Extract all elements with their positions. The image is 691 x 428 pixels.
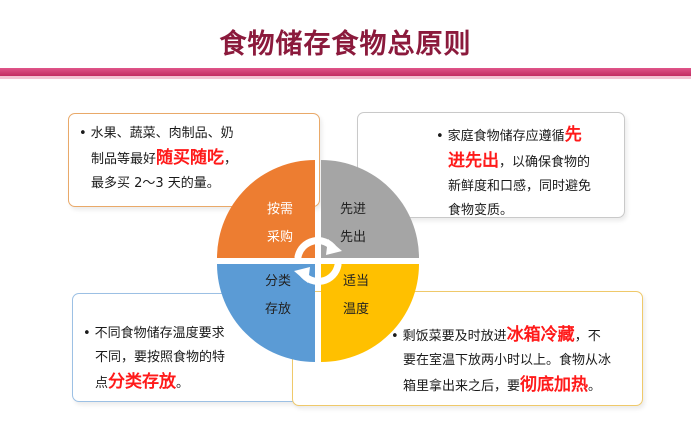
bullet-icon: •	[79, 126, 87, 141]
tip-line: • 剩饭菜要及时放进冰箱冷藏，不	[391, 323, 632, 349]
quadrant-top-left	[217, 160, 315, 258]
tip-text: 制品等最好	[91, 152, 157, 167]
tip-line: 最多买 2～3 天的量。	[79, 172, 309, 196]
bullet-icon: •	[391, 329, 399, 344]
tip-text: 。	[588, 379, 602, 394]
quadrant-label-fifo: 先进 先出	[333, 199, 373, 249]
tip-text: 家庭食物储存应遵循	[447, 129, 565, 144]
tip-highlight: 冰箱冷藏	[506, 325, 575, 345]
tip-line: 新鲜度和口感，同时避免	[436, 175, 614, 199]
tip-line: 制品等最好随买随吃，	[79, 146, 309, 172]
quadrant-text: 分类	[264, 274, 291, 289]
tip-line: 进先出，以确保食物的	[436, 149, 614, 175]
tip-text: 食物变质。	[448, 203, 514, 218]
quadrant-bottom-left	[217, 264, 315, 362]
tip-line: 不同，要按照食物的特	[83, 346, 293, 370]
tip-text: ，不	[574, 329, 601, 344]
tip-text: ，	[224, 152, 238, 167]
quadrant-bottom-right	[321, 264, 419, 362]
tip-line: 要在室温下放两小时以上。食物从冰	[391, 349, 632, 373]
tip-line: 箱里拿出来之后，要彻底加热。	[391, 373, 632, 399]
tip-text: 要在室温下放两小时以上。食物从冰	[403, 353, 612, 368]
tip-text: 新鲜度和口感，同时避免	[448, 179, 592, 194]
tip-line: • 家庭食物储存应遵循先	[436, 123, 614, 149]
quadrant-text: 按需	[266, 202, 293, 217]
tip-line: • 水果、蔬菜、肉制品、奶	[79, 122, 309, 146]
quadrant-label-classify: 分类 存放	[258, 271, 298, 321]
tip-text: 最多买 2～3 天的量。	[91, 176, 220, 191]
quadrant-top-right	[321, 160, 419, 258]
tip-line: 食物变质。	[436, 199, 614, 223]
tip-text: 不同食物储存温度要求	[94, 326, 225, 341]
tip-text: ，以确保食物的	[499, 155, 591, 170]
page-title: 食物储存食物总原则	[219, 29, 472, 60]
tip-line: • 不同食物储存温度要求	[83, 322, 293, 346]
title-divider	[0, 68, 691, 76]
bullet-icon: •	[83, 326, 91, 341]
quadrant-text: 采购	[266, 230, 293, 245]
tip-text: 。	[176, 376, 190, 391]
tip-box-fifo: • 家庭食物储存应遵循先 进先出，以确保食物的 新鲜度和口感，同时避免 食物变质。	[357, 112, 625, 218]
tip-text: 不同，要按照食物的特	[95, 350, 226, 365]
tip-highlight: 随买随吃	[156, 148, 225, 168]
quadrant-text: 适当	[342, 274, 369, 289]
tip-highlight: 彻底加热	[520, 375, 589, 395]
tip-line: 点分类存放。	[83, 370, 293, 396]
quadrant-text: 存放	[264, 302, 291, 317]
tip-highlight: 进先出	[448, 151, 499, 171]
tip-text: 点	[95, 376, 109, 391]
tip-text: 水果、蔬菜、肉制品、奶	[90, 126, 234, 141]
cycle-arrow-head-icon	[294, 267, 310, 283]
quadrant-label-purchase: 按需 采购	[260, 199, 300, 249]
tip-highlight: 先	[564, 125, 582, 145]
tip-text: 箱里拿出来之后，要	[403, 379, 521, 394]
tip-highlight: 分类存放	[108, 372, 177, 392]
quadrant-text: 温度	[342, 302, 369, 317]
quadrant-text: 先进	[339, 202, 366, 217]
quadrant-label-temperature: 适当 温度	[336, 271, 376, 321]
bullet-icon: •	[436, 129, 444, 144]
quadrant-text: 先出	[339, 230, 366, 245]
cycle-arrow-head-icon	[326, 239, 342, 255]
title-divider-shadow	[0, 76, 691, 79]
tip-text: 剩饭菜要及时放进	[402, 329, 507, 344]
